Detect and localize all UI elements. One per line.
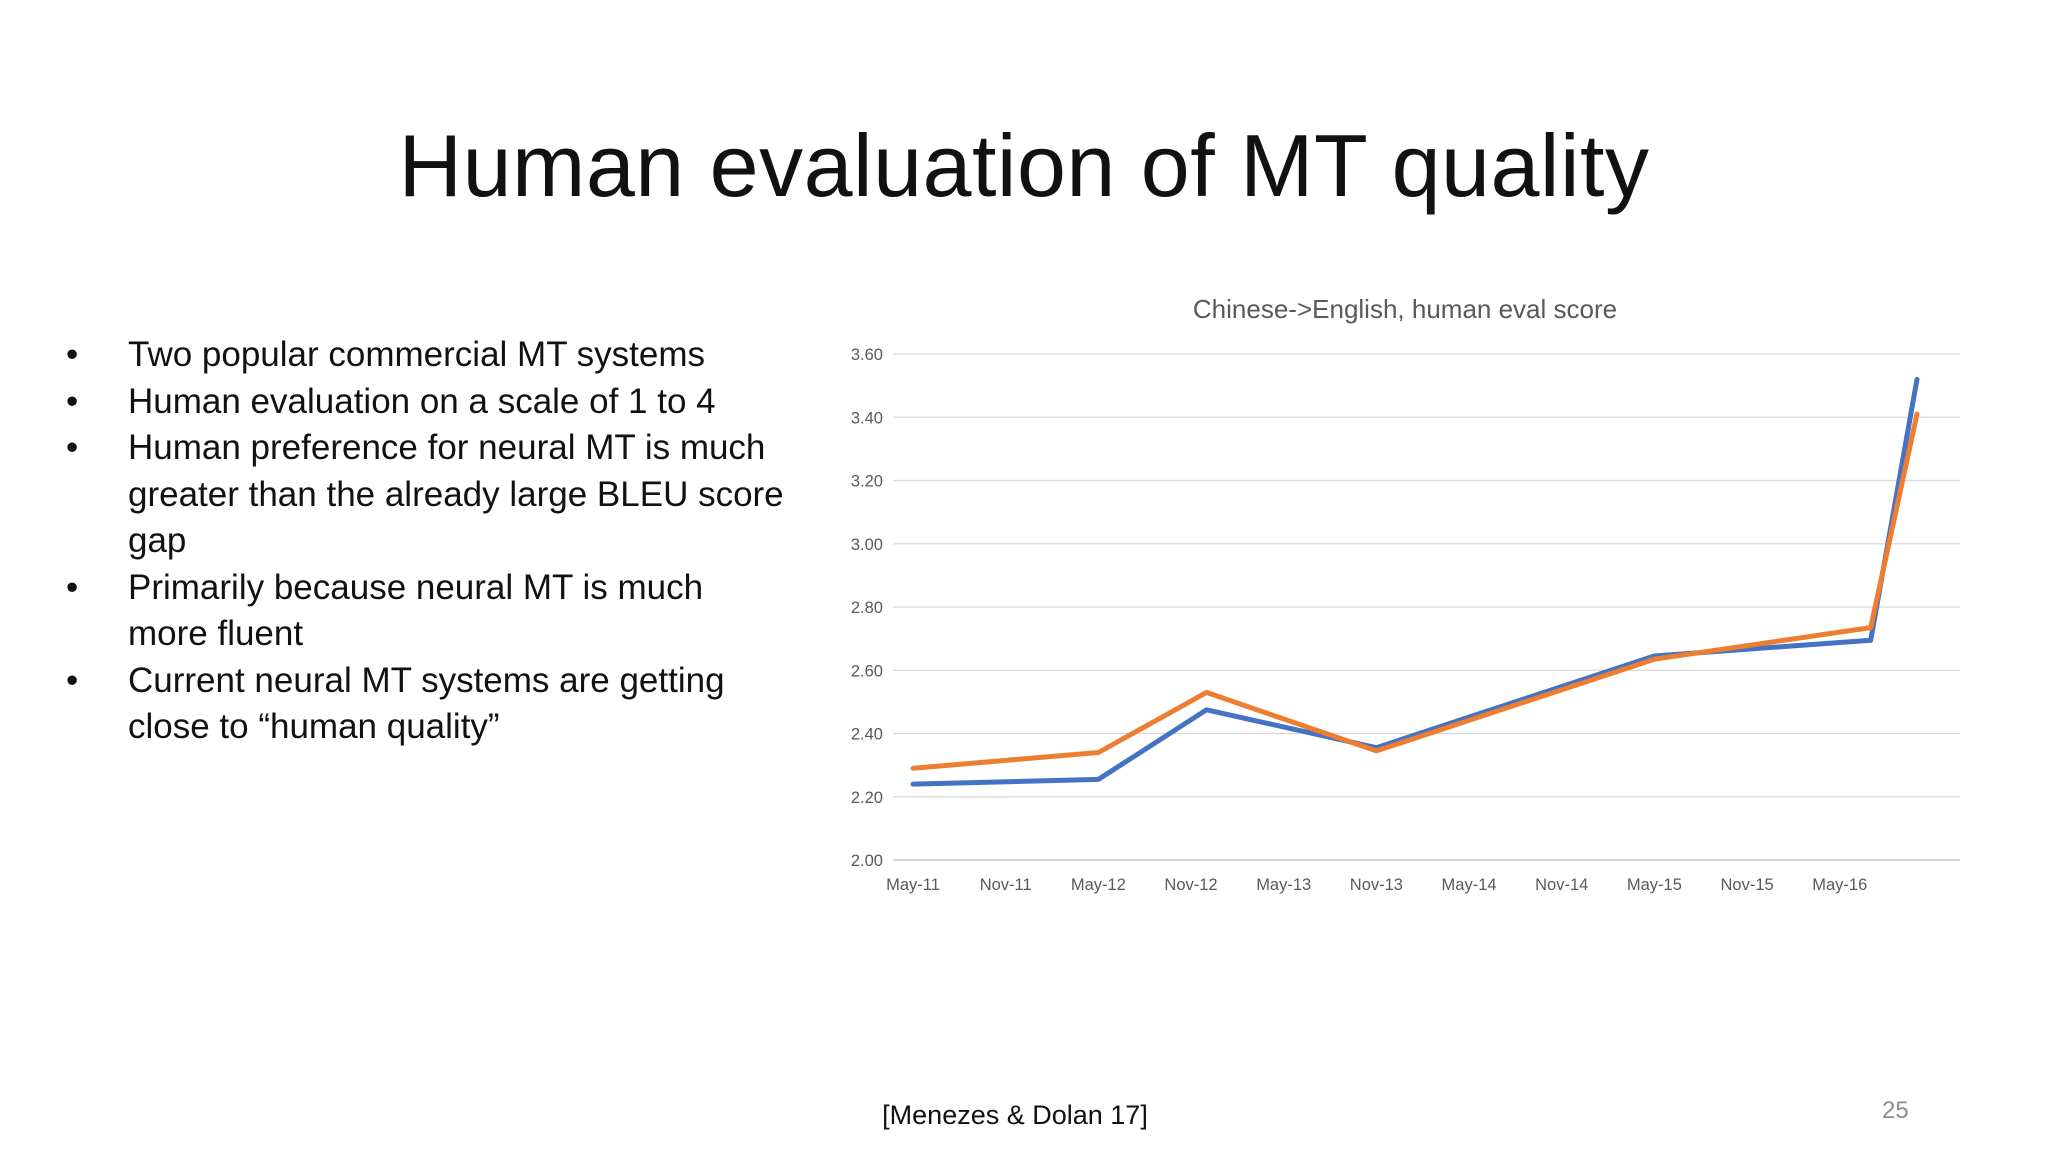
bullet-item: • Current neural MT systems are getting c…	[66, 658, 786, 751]
y-tick-label: 3.20	[851, 473, 883, 491]
x-tick-label: May-13	[1256, 876, 1311, 894]
bullet-marker: •	[66, 428, 79, 467]
bullet-item: • Human preference for neural MT is much …	[66, 425, 786, 565]
line-chart-svg: Chinese->English, human eval score 2.002…	[851, 294, 1960, 894]
x-tick-label: Nov-13	[1350, 876, 1403, 894]
x-tick-label: Nov-15	[1720, 876, 1773, 894]
y-tick-label: 3.40	[851, 409, 883, 427]
y-tick-label: 2.20	[851, 789, 883, 807]
chart-gridlines	[893, 353, 1960, 861]
citation: [Menezes & Dolan 17]	[0, 1100, 2048, 1131]
chart-y-tick-labels: 2.00 2.20 2.40 2.60 2.80 3.00 3.20 3.40 3.60	[851, 346, 883, 870]
bullet-marker: •	[66, 660, 79, 700]
chart-x-tick-labels: May-11 Nov-11 May-12 Nov-12 May-13 Nov-13 May-…	[886, 876, 1867, 894]
y-tick-label: 2.00	[851, 852, 883, 870]
bullet-text: Current neural MT systems are getting cl…	[128, 660, 725, 747]
bullet-text: Human preference for neural MT is much g…	[128, 428, 784, 560]
x-tick-label: May-14	[1442, 876, 1497, 894]
series-line-2	[910, 411, 1920, 771]
x-tick-label: May-12	[1071, 876, 1126, 894]
x-tick-label: Nov-14	[1535, 876, 1588, 894]
citation-text: [Menezes & Dolan 17]	[882, 1100, 1148, 1130]
y-tick-label: 3.60	[851, 346, 883, 364]
y-tick-label: 3.00	[851, 536, 883, 554]
chart-series	[910, 376, 1920, 787]
slide-title: Human evaluation of MT quality	[398, 116, 1650, 215]
y-tick-label: 2.40	[851, 726, 883, 744]
bullet-item: • Primarily because neural MT is much mor…	[66, 565, 786, 658]
bullet-marker: •	[66, 567, 79, 607]
bullet-list: • Two popular commercial MT systems • Huma…	[66, 332, 786, 751]
page-number: 25	[1882, 1097, 1909, 1124]
y-tick-label: 2.80	[851, 599, 883, 617]
line-chart: Chinese->English, human eval score 2.00 2…	[830, 280, 1980, 910]
bullet-item: • Two popular commercial MT systems	[66, 332, 786, 379]
y-tick-label: 2.60	[851, 662, 883, 680]
bullet-item: • Human evaluation on a scale of 1 to 4	[66, 379, 786, 426]
x-tick-label: May-15	[1627, 876, 1682, 894]
bullet-marker: •	[66, 381, 79, 421]
bullet-marker: •	[66, 335, 79, 374]
bullet-text: Human evaluation on a scale of 1 to 4	[128, 381, 716, 421]
x-tick-label: Nov-11	[980, 876, 1032, 894]
series-line-1	[910, 376, 1920, 787]
x-tick-label: May-16	[1812, 876, 1867, 894]
bullet-text: Primarily because neural MT is much more…	[128, 567, 704, 654]
bullet-text: Two popular commercial MT systems	[128, 335, 706, 374]
chart-title: Chinese->English, human eval score	[1193, 294, 1617, 324]
x-tick-label: May-11	[886, 876, 940, 894]
x-tick-label: Nov-12	[1164, 876, 1217, 894]
